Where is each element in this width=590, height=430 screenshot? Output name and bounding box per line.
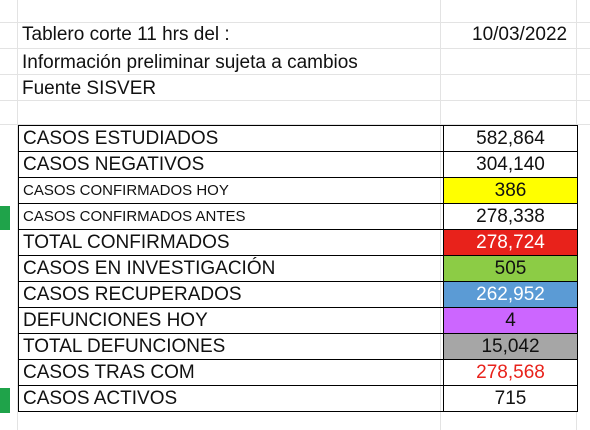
row-label[interactable]: CASOS NEGATIVOS <box>18 151 444 178</box>
row-value[interactable]: 278,724 <box>443 229 578 256</box>
report-title[interactable]: Tablero corte 11 hrs del : <box>22 24 230 45</box>
row-value[interactable]: 278,568 <box>443 359 578 386</box>
row-label[interactable]: CASOS TRAS COM <box>18 359 444 386</box>
stats-table: CASOS ESTUDIADOS 582,864 CASOS NEGATIVOS… <box>18 125 578 412</box>
table-row: DEFUNCIONES HOY 4 <box>18 307 578 334</box>
table-row: CASOS CONFIRMADOS HOY 386 <box>18 177 578 204</box>
row-value[interactable]: 386 <box>443 177 578 204</box>
report-subtitle[interactable]: Información preliminar sujeta a cambios <box>22 52 358 73</box>
table-row: TOTAL CONFIRMADOS 278,724 <box>18 229 578 256</box>
row-label[interactable]: CASOS CONFIRMADOS ANTES <box>18 203 444 230</box>
table-row: CASOS ACTIVOS 715 <box>18 385 578 412</box>
report-source[interactable]: Fuente SISVER <box>22 78 157 99</box>
gridline <box>0 100 590 101</box>
gridline <box>0 74 590 75</box>
row-value[interactable]: 278,338 <box>443 203 578 230</box>
row-value[interactable]: 4 <box>443 307 578 334</box>
row-label[interactable]: DEFUNCIONES HOY <box>18 307 444 334</box>
table-row: CASOS TRAS COM 278,568 <box>18 359 578 386</box>
gridline <box>17 0 18 430</box>
report-date[interactable]: 10/03/2022 <box>472 24 568 45</box>
gridline <box>0 124 590 125</box>
row-marker <box>0 206 10 230</box>
row-label[interactable]: CASOS RECUPERADOS <box>18 281 444 308</box>
row-value[interactable]: 715 <box>443 385 578 412</box>
table-row: CASOS RECUPERADOS 262,952 <box>18 281 578 308</box>
row-value[interactable]: 582,864 <box>443 125 578 152</box>
row-marker <box>0 388 10 413</box>
row-label[interactable]: TOTAL DEFUNCIONES <box>18 333 444 360</box>
row-value[interactable]: 15,042 <box>443 333 578 360</box>
row-label[interactable]: CASOS CONFIRMADOS HOY <box>18 177 444 204</box>
row-value[interactable]: 304,140 <box>443 151 578 178</box>
gridline <box>0 22 590 23</box>
row-label[interactable]: CASOS ESTUDIADOS <box>18 125 444 152</box>
table-row: CASOS EN INVESTIGACIÓN 505 <box>18 255 578 282</box>
row-value[interactable]: 262,952 <box>443 281 578 308</box>
gridline <box>0 48 590 49</box>
row-value[interactable]: 505 <box>443 255 578 282</box>
table-row: TOTAL DEFUNCIONES 15,042 <box>18 333 578 360</box>
table-row: CASOS CONFIRMADOS ANTES 278,338 <box>18 203 578 230</box>
table-row: CASOS NEGATIVOS 304,140 <box>18 151 578 178</box>
row-label[interactable]: CASOS ACTIVOS <box>18 385 444 412</box>
row-label[interactable]: CASOS EN INVESTIGACIÓN <box>18 255 444 282</box>
row-label[interactable]: TOTAL CONFIRMADOS <box>18 229 444 256</box>
table-row: CASOS ESTUDIADOS 582,864 <box>18 125 578 152</box>
